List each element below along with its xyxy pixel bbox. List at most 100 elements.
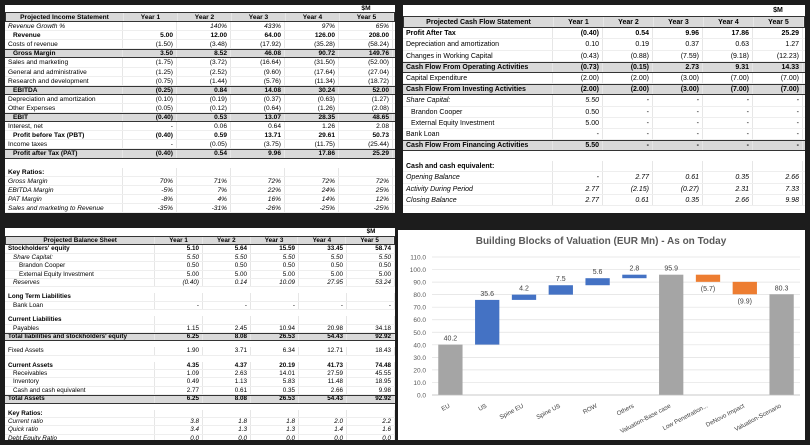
data-label: 80.3	[775, 285, 789, 292]
cell-value	[339, 167, 393, 176]
table-row: EBITDA (0.25) 0.84 14.08 30.24 52.00	[5, 85, 395, 95]
cell-value: (0.40)	[123, 150, 177, 158]
row-label: Profit before Tax (PBT)	[5, 131, 123, 140]
cell-value: 0.49	[155, 378, 203, 386]
cell-value: 1.09	[155, 370, 203, 378]
cell-value: (2.00)	[603, 85, 653, 95]
cell-value: 12%	[339, 194, 393, 203]
unit-cell: $M	[773, 7, 783, 14]
cell-value: (17.64)	[285, 67, 339, 76]
header-cell: Projected Cash Flow Statement	[404, 17, 554, 28]
bar	[548, 285, 573, 295]
x-tick-label: EU	[440, 403, 451, 413]
cell-value: -26%	[231, 203, 285, 212]
cell-value: 5.00	[347, 270, 395, 278]
row-label: Other Expenses	[5, 103, 123, 113]
bar	[475, 299, 500, 345]
cell-value: -25%	[285, 203, 339, 212]
data-label: 40.2	[444, 336, 458, 343]
cell-value: (0.64)	[231, 103, 285, 113]
cell-value: 1.3	[251, 426, 299, 434]
table-row: Capital Expenditure (2.00) (2.00) (3.00) (7.…	[403, 72, 805, 85]
header-cell: Projected Income Statement	[6, 13, 124, 22]
row-label: Costs of revenue	[5, 40, 123, 49]
table-row: Total liabilities and stockholders' equi…	[5, 332, 395, 342]
cell-value	[177, 167, 231, 176]
unit-cell	[403, 5, 553, 16]
cell-value: 25.29	[753, 28, 803, 39]
cell-value: 33.45	[299, 245, 347, 253]
cell-value: 2.0	[299, 418, 347, 426]
cell-value: -	[203, 301, 251, 310]
row-label: Share Capital:	[403, 95, 553, 106]
cell-value: 26.53	[251, 396, 299, 403]
cell-value	[299, 409, 347, 418]
cell-value: (1.25)	[123, 67, 177, 76]
table-row: Sales and marketing to Revenue -35% -31% -2…	[5, 203, 395, 213]
table-row: Sales and marketing (1.75) (3.72) (16.64) (3…	[5, 58, 395, 68]
header-cell: Year 2	[604, 17, 654, 28]
header-cell: Year 3	[654, 17, 704, 28]
cell-value: (1.50)	[123, 40, 177, 49]
row-label: Interest, net	[5, 122, 123, 131]
cell-value: 5.50	[553, 141, 603, 151]
cell-value: 5.00	[155, 270, 203, 278]
cell-value: (7.00)	[703, 85, 753, 95]
cell-value: 433%	[231, 22, 285, 31]
cell-value: -	[123, 140, 177, 149]
cell-value: (27.04)	[339, 67, 393, 76]
cell-value: -	[653, 141, 703, 151]
cell-value: 29.61	[285, 131, 339, 140]
cell-value: (0.37)	[231, 94, 285, 103]
cell-value: 28.35	[285, 114, 339, 122]
cell-value: 5.00	[123, 31, 177, 40]
cell-value: 3.71	[203, 347, 251, 355]
cell-value: (2.00)	[553, 72, 603, 84]
unit-cell	[177, 5, 231, 12]
cell-value: 0.0	[203, 434, 251, 440]
cell-value: 50.73	[339, 131, 393, 140]
row-label: Inventory	[5, 378, 155, 386]
cell-value: -	[553, 128, 603, 140]
cell-value: 2.66	[703, 194, 753, 205]
table-row: Debt Equity Ratio 0.0 0.0 0.0 0.0 0.0	[5, 434, 395, 440]
cell-value	[123, 22, 177, 31]
cell-value: 11.48	[299, 378, 347, 386]
cell-value: -	[123, 122, 177, 131]
cell-value: (58.24)	[339, 40, 393, 49]
row-label: Key Ratios:	[5, 409, 155, 418]
header-cell: Year 5	[346, 237, 394, 245]
unit-cell	[703, 5, 753, 16]
table-row: Bank Loan - - - - -	[5, 301, 395, 311]
table-row: Profit before Tax (PBT) (0.40) 0.59 13.71 29…	[5, 131, 395, 141]
y-tick-label: 100.0	[410, 267, 427, 274]
row-label: Current ratio	[5, 418, 155, 426]
cell-value: 6.25	[155, 396, 203, 403]
cell-value: (0.40)	[123, 131, 177, 140]
cell-value: 5.50	[155, 253, 203, 262]
cell-value: -	[653, 106, 703, 117]
table-row: Cash and cash equivalent 2.77 0.61 0.35 2.66…	[5, 386, 395, 396]
cell-value: (0.27)	[653, 183, 703, 194]
cell-value: 72%	[285, 176, 339, 185]
cell-value: 16%	[231, 194, 285, 203]
y-tick-label: 110.0	[410, 255, 426, 262]
table-row: Quick ratio 3.4 1.3 1.3 1.4 1.6	[5, 426, 395, 435]
row-label: External Equity Investment	[5, 270, 155, 278]
cell-value: (0.05)	[123, 103, 177, 113]
table-row: Activity During Period 2.77 (2.15) (0.27) 2.…	[403, 183, 805, 195]
row-label: Brandon Cooper	[403, 106, 553, 117]
cell-value: 1.26	[285, 122, 339, 131]
cell-value	[753, 161, 803, 172]
table-row: Interest, net -0.06 0.64 1.26 2.08	[5, 122, 395, 132]
row-label: Current Assets	[5, 361, 155, 370]
y-tick-label: 10.0	[413, 380, 426, 387]
cell-value: 14.08	[231, 86, 285, 94]
cell-value: 70%	[123, 176, 177, 185]
cell-value: (3.75)	[231, 140, 285, 149]
cell-value: 58.74	[347, 245, 395, 253]
unit-cell	[299, 228, 347, 236]
cell-value: 72%	[339, 176, 393, 185]
x-tick-label: Spine US	[535, 403, 561, 421]
cell-value: -	[653, 128, 703, 140]
